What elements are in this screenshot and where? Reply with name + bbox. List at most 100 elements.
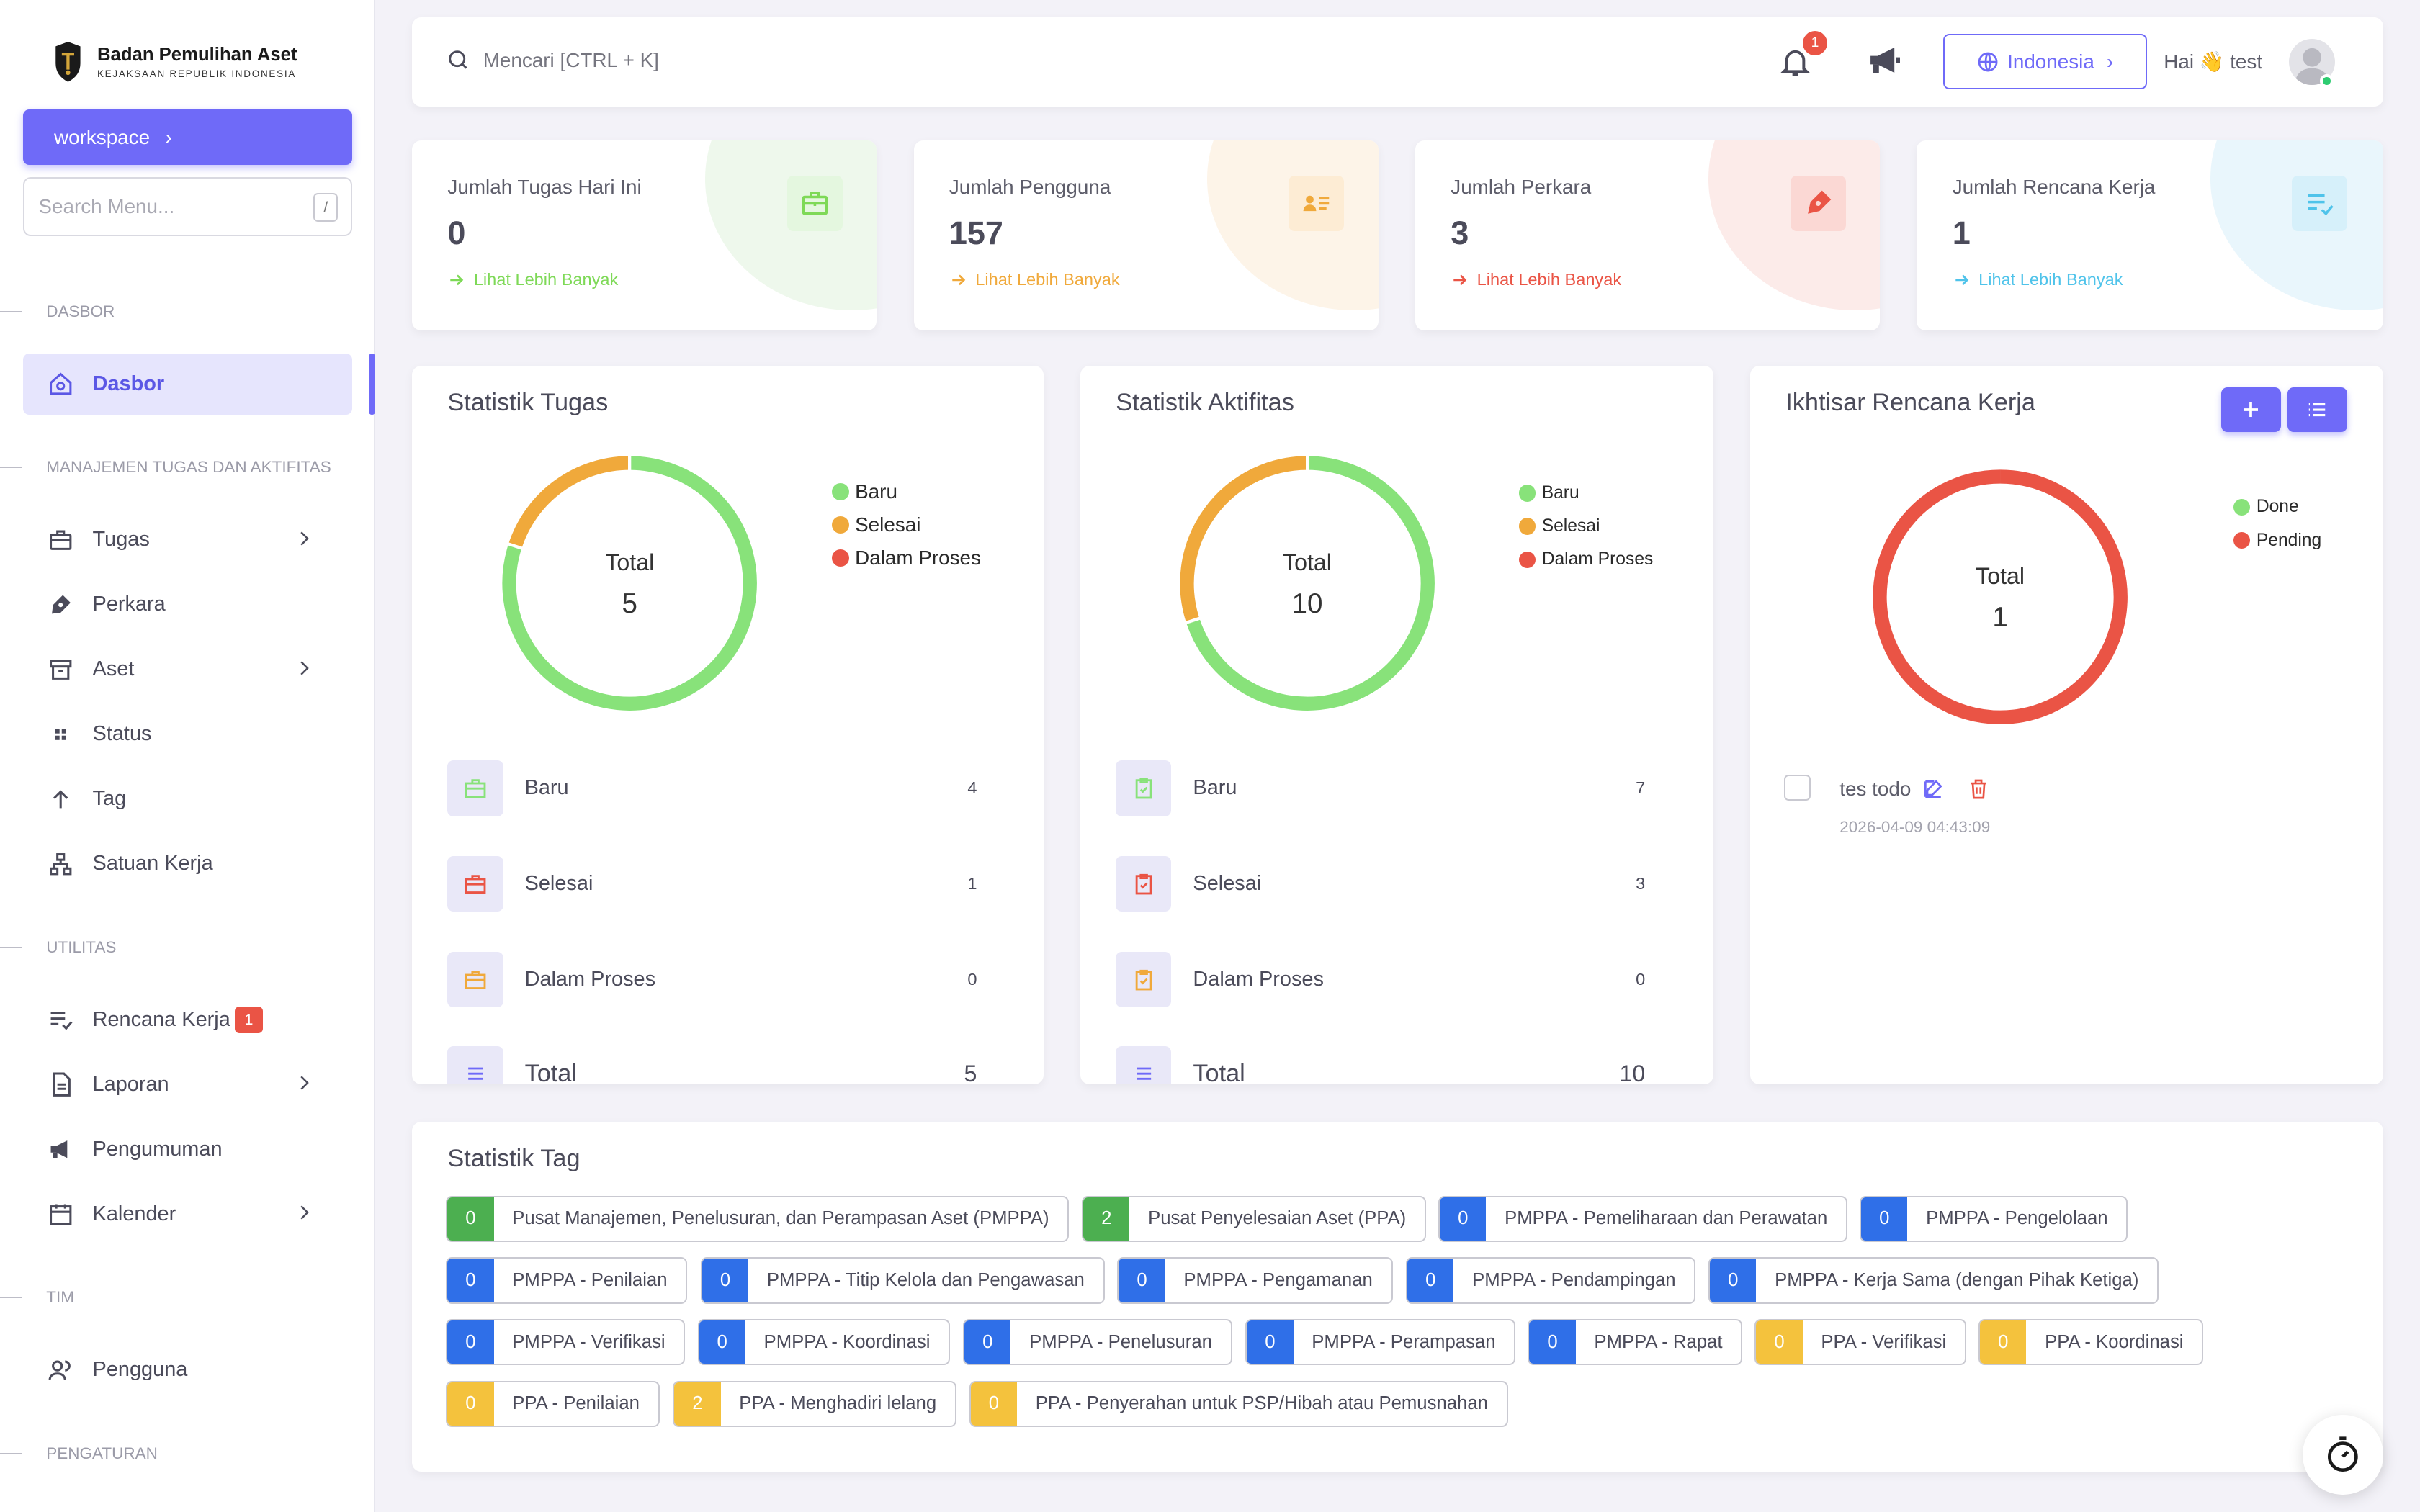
tag-chip[interactable]: 0 PMPPA - Rapat — [1528, 1319, 1743, 1366]
tag-chip[interactable]: 0 PMPPA - Pendampingan — [1406, 1257, 1696, 1304]
notification-button[interactable]: 1 — [1778, 30, 1828, 85]
shortcut-key: / — [313, 192, 339, 222]
sidebar-item-pengguna[interactable]: Pengguna — [23, 1339, 351, 1401]
sidebar-item-laporan[interactable]: Laporan — [23, 1054, 351, 1116]
chart-legend: Baru Selesai Dalam Proses — [1518, 477, 1653, 576]
sidebar-item-tag[interactable]: Tag — [23, 768, 351, 830]
chart-legend: Done Pending — [2233, 490, 2322, 557]
donut-slice-pending[interactable] — [1873, 469, 2128, 725]
sidebar-item-perkara[interactable]: Perkara — [23, 574, 351, 636]
tag-count: 0 — [1710, 1259, 1757, 1302]
tag-chip[interactable]: 2 PPA - Menghadiri lelang — [673, 1380, 956, 1428]
stat-value: 1 — [1952, 214, 1971, 251]
topbar: Mencari [CTRL + K] 1 Indonesia › Hai 👋 t… — [412, 17, 2383, 107]
sidebar-item-status[interactable]: Status — [23, 703, 351, 765]
see-more-label: Lihat Lebih Banyak — [473, 270, 619, 289]
tag-count: 0 — [1861, 1197, 1908, 1241]
list-item: Baru 4 — [447, 760, 1010, 816]
users-icon — [48, 1360, 71, 1380]
card-title: Ikhtisar Rencana Kerja — [1785, 388, 2035, 416]
see-more-link[interactable]: Lihat Lebih Banyak — [949, 270, 1120, 289]
tag-chip[interactable]: 0 Pusat Manajemen, Penelusuran, dan Peram… — [446, 1195, 1070, 1242]
row-count: 10 — [1619, 1060, 1646, 1085]
briefcase-icon — [50, 530, 72, 550]
arrow-right-icon — [1955, 274, 1968, 285]
legend-item: Dalam Proses — [831, 541, 981, 575]
emblem-icon — [55, 41, 81, 82]
row-icon-box — [1116, 760, 1172, 816]
tag-chip[interactable]: 0 PPA - Penyerahan untuk PSP/Hibah atau P… — [969, 1380, 1508, 1428]
todo-checkbox[interactable] — [1784, 774, 1811, 801]
add-plan-button[interactable] — [2220, 387, 2282, 432]
tag-count: 0 — [699, 1320, 745, 1364]
tag-chip[interactable]: 0 PMPPA - Pengelolaan — [1860, 1195, 2128, 1242]
sidebar-item-rencana-kerja[interactable]: Rencana Kerja 1 — [23, 989, 351, 1051]
announcement-button[interactable] — [1868, 46, 1901, 84]
tag-chip[interactable]: 0 PMPPA - Pengamanan — [1117, 1257, 1393, 1304]
workspace-button[interactable]: workspace › — [23, 109, 352, 166]
tag-chip[interactable]: 0 PMPPA - Titip Kelola dan Pengawasan — [700, 1257, 1105, 1304]
pen-nib-icon — [52, 595, 71, 614]
trash-icon[interactable] — [1967, 778, 1990, 801]
legend-swatch — [831, 549, 849, 567]
sidebar-item-pengumuman[interactable]: Pengumuman — [23, 1119, 351, 1181]
stopwatch-button[interactable] — [2303, 1414, 2383, 1495]
slice-separator — [506, 541, 525, 551]
sidebar-item-dasbor[interactable]: Dasbor — [23, 353, 352, 415]
donut-slice-selesai[interactable] — [1180, 456, 1307, 623]
see-more-link[interactable]: Lihat Lebih Banyak — [1451, 270, 1621, 289]
tag-count: 0 — [447, 1382, 494, 1426]
total-label: Total — [1283, 549, 1332, 575]
online-status-dot — [2319, 73, 2334, 89]
tag-chip[interactable]: 0 PMPPA - Verifikasi — [446, 1319, 686, 1366]
see-more-link[interactable]: Lihat Lebih Banyak — [447, 270, 618, 289]
sidebar-item-kalender[interactable]: Kalender — [23, 1184, 351, 1246]
global-search[interactable]: Mencari [CTRL + K] — [446, 48, 659, 72]
tag-count: 0 — [447, 1320, 494, 1364]
todo-item: tes todo — [1839, 778, 1989, 801]
menu-search-input[interactable]: Search Menu... / — [23, 177, 352, 236]
sidebar-item-tugas[interactable]: Tugas — [23, 509, 351, 571]
tag-chip[interactable]: 0 PMPPA - Penilaian — [446, 1257, 688, 1304]
row-count: 3 — [1636, 874, 1646, 894]
legend-swatch — [831, 516, 849, 534]
donut-slice-baru[interactable] — [1186, 456, 1435, 711]
stat-value: 0 — [447, 214, 466, 251]
legend-label: Pending — [2256, 530, 2322, 550]
sidebar-item-aset[interactable]: Aset — [23, 639, 351, 701]
tag-chip[interactable]: 0 PMPPA - Perampasan — [1245, 1319, 1516, 1366]
language-selector[interactable]: Indonesia › — [1942, 34, 2147, 90]
edit-icon[interactable] — [1922, 778, 1945, 801]
tag-chip[interactable]: 0 PPA - Verifikasi — [1754, 1319, 1966, 1366]
sidebar-item-satuan-kerja[interactable]: Satuan Kerja — [23, 833, 351, 895]
row-icon-box — [447, 1045, 503, 1085]
section-manajemen: MANAJEMEN TUGAS DAN AKTIFITAS — [0, 458, 331, 477]
donut-slice-selesai[interactable] — [508, 456, 630, 549]
tag-chip[interactable]: 0 PMPPA - Penelusuran — [963, 1319, 1232, 1366]
list-item: Selesai 3 — [1116, 856, 1679, 912]
list-plans-button[interactable] — [2287, 387, 2348, 432]
stat-card-rencana-kerja: Jumlah Rencana Kerja 1 Lihat Lebih Banya… — [1917, 140, 2383, 330]
aktifitas-statistics-card: Statistik Aktifitas Total 10 Baru Selesai… — [1080, 365, 1713, 1085]
row-label: Total — [524, 1059, 577, 1085]
tag-chip[interactable]: 0 PMPPA - Koordinasi — [697, 1319, 951, 1366]
tag-chip[interactable]: 0 PMPPA - Pemeliharaan dan Perawatan — [1438, 1195, 1847, 1242]
donut-slice-baru[interactable] — [502, 456, 758, 711]
chevron-right-icon — [300, 531, 309, 546]
tag-label: PMPPA - Rapat — [1594, 1331, 1723, 1352]
see-more-link[interactable]: Lihat Lebih Banyak — [1953, 270, 2123, 289]
tag-chip[interactable]: 0 PPA - Koordinasi — [1978, 1319, 2204, 1366]
list-check-icon — [2308, 194, 2334, 216]
tag-label: PMPPA - Penelusuran — [1029, 1331, 1212, 1352]
arrow-right-icon — [450, 274, 464, 285]
megaphone-icon — [50, 1140, 68, 1158]
tag-label: PMPPA - Pengamanan — [1183, 1270, 1373, 1291]
tag-chip[interactable]: 0 PPA - Penilaian — [446, 1380, 660, 1428]
tag-chip[interactable]: 2 Pusat Penyelesaian Aset (PPA) — [1082, 1195, 1426, 1242]
legend-label: Selesai — [1541, 516, 1600, 536]
chevron-right-icon — [300, 661, 309, 675]
tag-chip[interactable]: 0 PMPPA - Kerja Sama (dengan Pihak Ketiga… — [1708, 1257, 2159, 1304]
menu-lines-icon — [467, 1067, 483, 1080]
brand-logo[interactable]: Badan Pemulihan Aset KEJAKSAAN REPUBLIK … — [53, 41, 297, 82]
list-item: Dalam Proses 0 — [447, 952, 1010, 1008]
